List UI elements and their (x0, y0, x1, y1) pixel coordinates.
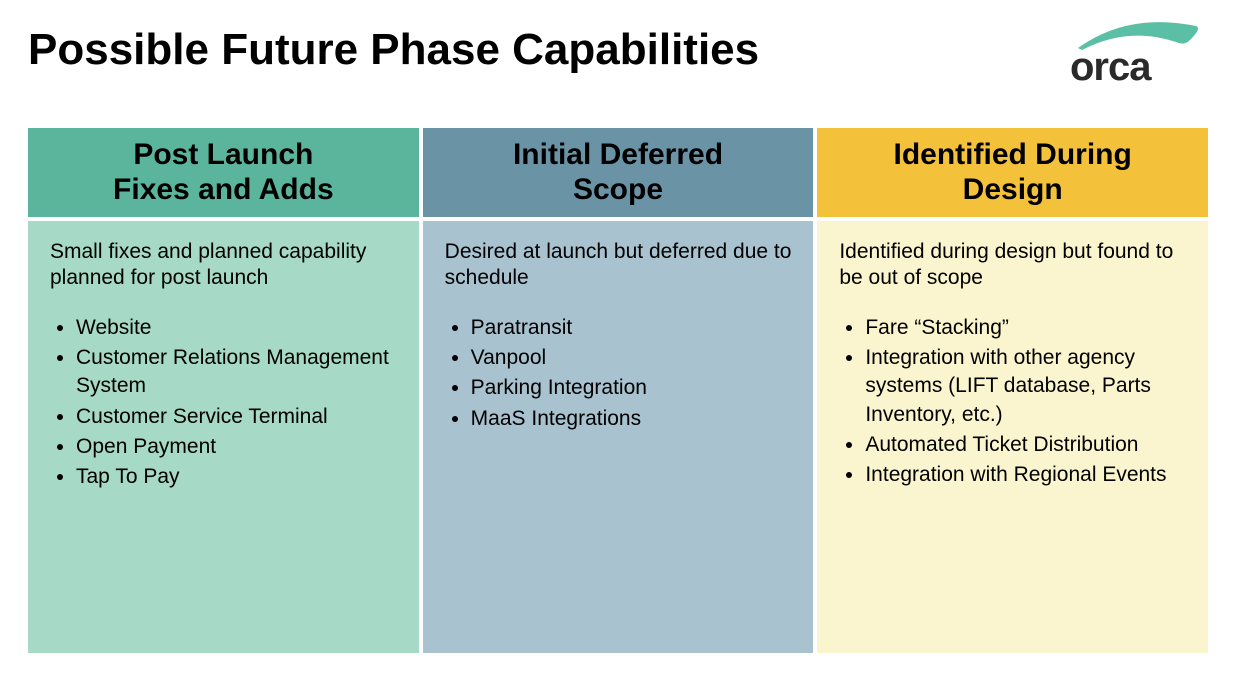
list-item: Website (76, 314, 399, 342)
list-item: MaaS Integrations (471, 405, 794, 433)
list-item: Integration with Regional Events (865, 461, 1188, 489)
list-item: Paratransit (471, 314, 794, 342)
column-body: Desired at launch but deferred due to sc… (423, 221, 814, 653)
list-item: Vanpool (471, 344, 794, 372)
capabilities-table: Post LaunchFixes and Adds Small fixes and… (28, 128, 1208, 653)
column-body: Small fixes and planned capability plann… (28, 221, 419, 653)
list-item: Parking Integration (471, 374, 794, 402)
column-item-list: ParatransitVanpoolParking Integration Maa… (445, 314, 794, 433)
logo-text: orca (1070, 45, 1152, 89)
list-item: Customer Service Terminal (76, 403, 399, 431)
list-item: Tap To Pay (76, 463, 399, 491)
column-item-list: WebsiteCustomer Relations Management Sys… (50, 314, 399, 492)
column: Post LaunchFixes and Adds Small fixes and… (28, 128, 419, 653)
column-description: Desired at launch but deferred due to sc… (445, 239, 794, 292)
list-item: Automated Ticket Distribution (865, 431, 1188, 459)
column-body: Identified during design but found to be… (817, 221, 1208, 653)
column-item-list: Fare “Stacking”Integration with other ag… (839, 314, 1188, 490)
column: Initial DeferredScope Desired at launch b… (423, 128, 814, 653)
list-item: Integration with other agency systems (L… (865, 344, 1188, 429)
column-header: Post LaunchFixes and Adds (28, 128, 419, 217)
orca-logo: orca (1058, 20, 1208, 90)
list-item: Customer Relations Management System (76, 344, 399, 401)
column-header: Identified DuringDesign (817, 128, 1208, 217)
list-item: Open Payment (76, 433, 399, 461)
slide-header: Possible Future Phase Capabilities orca (28, 26, 1208, 114)
slide: Possible Future Phase Capabilities orca … (0, 0, 1236, 684)
column: Identified DuringDesign Identified during… (817, 128, 1208, 653)
list-item: Fare “Stacking” (865, 314, 1188, 342)
column-description: Small fixes and planned capability plann… (50, 239, 399, 292)
column-header: Initial DeferredScope (423, 128, 814, 217)
slide-title: Possible Future Phase Capabilities (28, 26, 1208, 74)
column-description: Identified during design but found to be… (839, 239, 1188, 292)
